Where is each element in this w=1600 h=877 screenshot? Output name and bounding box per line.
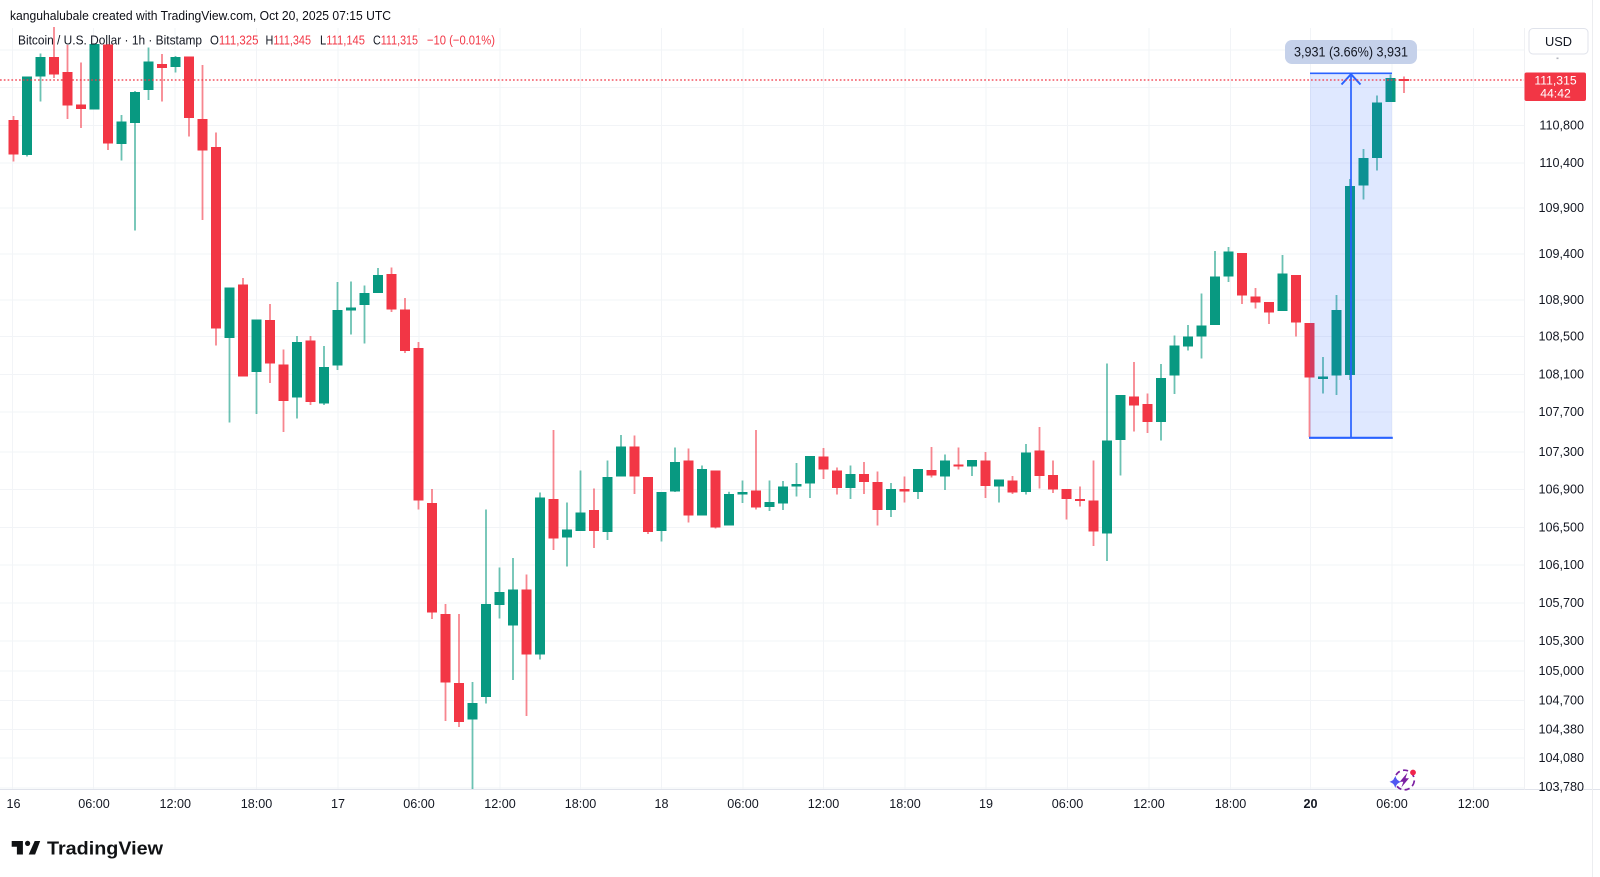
svg-text:kanguhalubale created with Tra: kanguhalubale created with TradingView.c…: [10, 8, 391, 23]
svg-text:12:00: 12:00: [1458, 797, 1490, 811]
svg-text:O111,325: O111,325: [210, 33, 259, 48]
svg-text:18:00: 18:00: [565, 797, 597, 811]
svg-text:06:00: 06:00: [78, 797, 110, 811]
svg-text:TradingView: TradingView: [47, 838, 164, 859]
svg-text:06:00: 06:00: [1052, 797, 1084, 811]
svg-text:108,900: 108,900: [1538, 293, 1584, 307]
svg-text:103,780: 103,780: [1538, 780, 1584, 794]
svg-text:104,380: 104,380: [1538, 723, 1584, 737]
svg-text:109,400: 109,400: [1538, 247, 1584, 261]
svg-text:106,100: 106,100: [1538, 558, 1584, 572]
svg-text:104,700: 104,700: [1538, 694, 1584, 708]
svg-text:3,931 (3.66%) 3,931: 3,931 (3.66%) 3,931: [1294, 45, 1408, 60]
svg-text:110,400: 110,400: [1539, 156, 1584, 170]
svg-text:18:00: 18:00: [889, 797, 921, 811]
svg-text:18: 18: [654, 797, 668, 811]
svg-text:106,900: 106,900: [1538, 483, 1584, 497]
svg-text:12:00: 12:00: [808, 797, 840, 811]
svg-text:C111,315: C111,315: [373, 33, 418, 48]
svg-text:109,900: 109,900: [1538, 201, 1584, 215]
svg-text:−10 (−0.01%): −10 (−0.01%): [427, 33, 495, 48]
svg-text:104,080: 104,080: [1538, 751, 1584, 765]
svg-text:06:00: 06:00: [1376, 797, 1408, 811]
svg-text:111,315: 111,315: [1534, 73, 1576, 87]
svg-text:Bitcoin / U.S. Dollar · 1h · B: Bitcoin / U.S. Dollar · 1h · Bitstamp: [18, 33, 202, 48]
svg-text:106,500: 106,500: [1538, 521, 1584, 535]
svg-text:108,500: 108,500: [1538, 330, 1584, 344]
svg-text:105,700: 105,700: [1538, 596, 1584, 610]
svg-text:105,000: 105,000: [1538, 664, 1584, 678]
svg-text:12:00: 12:00: [484, 797, 516, 811]
svg-text:06:00: 06:00: [403, 797, 435, 811]
svg-text:20: 20: [1303, 797, 1317, 811]
svg-text:18:00: 18:00: [1215, 797, 1247, 811]
svg-text:06:00: 06:00: [727, 797, 759, 811]
svg-text:110,800: 110,800: [1539, 119, 1584, 133]
svg-text:44:42: 44:42: [1540, 87, 1571, 101]
svg-text:108,100: 108,100: [1538, 368, 1584, 382]
svg-text:19: 19: [979, 797, 993, 811]
svg-text:12:00: 12:00: [1133, 797, 1165, 811]
svg-text:H111,345: H111,345: [266, 33, 312, 48]
svg-text:USD: USD: [1545, 34, 1572, 49]
svg-text:105,300: 105,300: [1538, 634, 1584, 648]
svg-text:107,300: 107,300: [1538, 445, 1584, 459]
svg-text:L111,145: L111,145: [320, 33, 365, 48]
svg-text:18:00: 18:00: [241, 797, 273, 811]
svg-text:17: 17: [331, 797, 345, 811]
svg-text:16: 16: [6, 797, 20, 811]
svg-text:12:00: 12:00: [160, 797, 192, 811]
svg-text:107,700: 107,700: [1538, 405, 1584, 419]
